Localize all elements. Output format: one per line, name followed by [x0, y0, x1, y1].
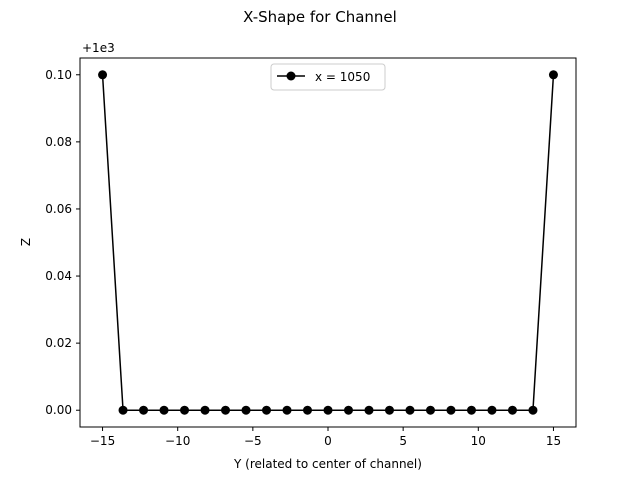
y-tick-label: 0.02	[45, 336, 72, 350]
y-tick-label: 0.08	[45, 135, 72, 149]
plot-area	[79, 57, 577, 428]
data-point	[425, 405, 435, 415]
data-point	[180, 405, 190, 415]
x-tick-label: −5	[244, 434, 262, 448]
x-tick-label: 0	[324, 434, 332, 448]
y-tick-label: 0.00	[45, 403, 72, 417]
y-offset-text: +1e3	[82, 41, 115, 55]
data-point	[221, 405, 231, 415]
data-point	[487, 405, 497, 415]
y-tick-label: 0.04	[45, 269, 72, 283]
axes-background	[80, 58, 576, 427]
data-point	[384, 405, 394, 415]
data-point	[466, 405, 476, 415]
x-tick-label: 5	[399, 434, 407, 448]
x-tick-label: −10	[165, 434, 190, 448]
data-point	[98, 70, 108, 80]
x-tick-label: −15	[90, 434, 115, 448]
data-point	[446, 405, 456, 415]
data-point	[118, 405, 128, 415]
data-point	[323, 405, 333, 415]
data-point	[282, 405, 292, 415]
data-point	[507, 405, 517, 415]
data-point	[200, 405, 210, 415]
y-tick-label: 0.10	[45, 68, 72, 82]
y-axis-label: Z	[19, 238, 33, 246]
legend: x = 1050	[270, 63, 386, 91]
marker-layer	[98, 70, 558, 415]
data-point	[303, 405, 312, 415]
x-axis-ticks: −15 −10 −5 0 5 10 15	[90, 427, 561, 448]
data-point	[262, 405, 272, 415]
data-point	[241, 405, 251, 415]
x-tick-label: 10	[471, 434, 486, 448]
data-point	[405, 405, 415, 415]
y-axis-ticks: 0.00 0.02 0.04 0.06 0.08 0.10	[45, 68, 80, 417]
data-point	[548, 70, 558, 80]
data-point	[139, 405, 149, 415]
data-point	[528, 405, 538, 415]
data-point	[159, 405, 169, 415]
legend-marker-swatch	[286, 71, 296, 81]
legend-box	[270, 63, 386, 91]
legend-entry-label: x = 1050	[315, 70, 370, 84]
x-axis-label: Y (related to center of channel)	[233, 457, 422, 471]
data-point	[364, 405, 374, 415]
x-tick-label: 15	[546, 434, 561, 448]
data-point	[344, 405, 353, 415]
chart-title: X-Shape for Channel	[243, 8, 397, 26]
y-tick-label: 0.06	[45, 202, 72, 216]
